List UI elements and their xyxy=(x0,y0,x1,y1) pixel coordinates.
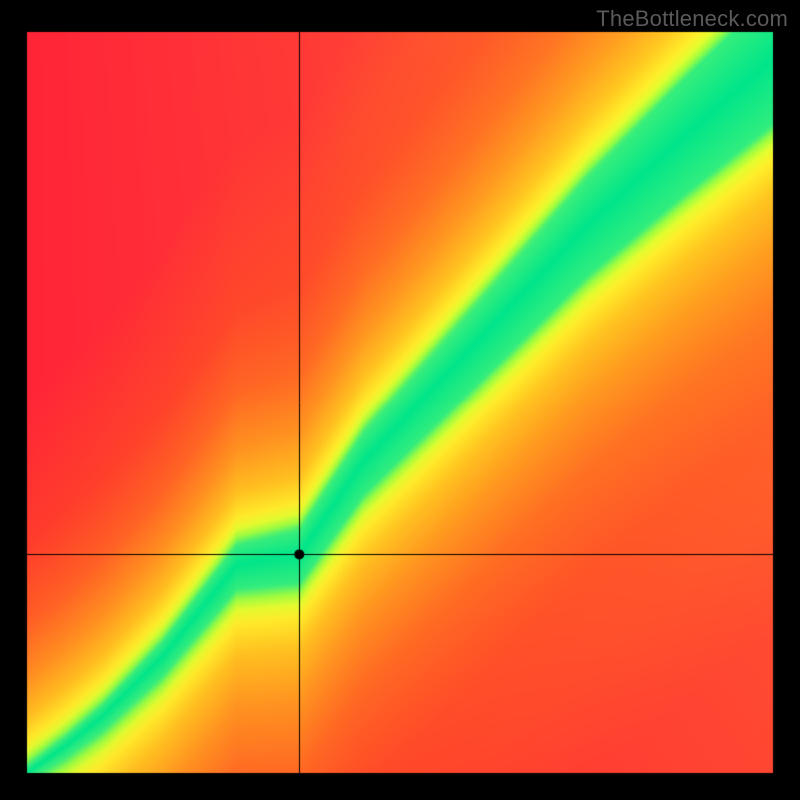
chart-container: { "watermark": "TheBottleneck.com", "can… xyxy=(0,0,800,800)
watermark-text: TheBottleneck.com xyxy=(596,6,788,32)
crosshair-canvas xyxy=(0,0,800,800)
